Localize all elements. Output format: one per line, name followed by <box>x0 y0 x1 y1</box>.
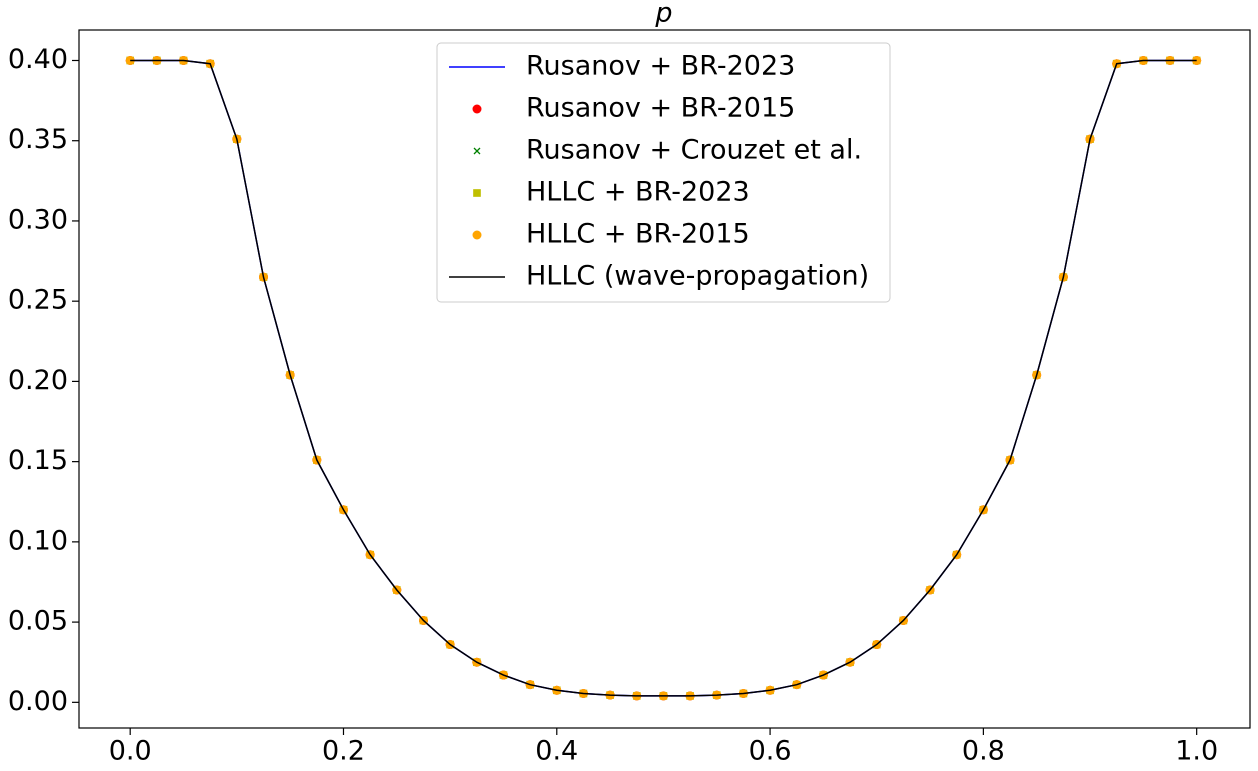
point <box>473 147 481 155</box>
y-tick-label: 0.05 <box>8 606 68 637</box>
y-tick-label: 0.25 <box>8 285 68 316</box>
point <box>473 189 481 197</box>
legend-label: HLLC (wave-propagation) <box>526 261 869 292</box>
x-tick-label: 0.6 <box>749 736 792 767</box>
point <box>472 104 482 114</box>
legend-label: Rusanov + Crouzet et al. <box>526 135 862 166</box>
legend: Rusanov + BR-2023 Rusanov + BR-2015 Rusano… <box>436 42 891 303</box>
x-tick-label: 0.8 <box>962 736 1005 767</box>
y-tick-label: 0.10 <box>8 525 68 556</box>
series-line <box>130 59 1197 697</box>
chart-title: p <box>654 0 672 29</box>
legend-label: Rusanov + BR-2015 <box>526 93 795 124</box>
legend-label: HLLC + BR-2023 <box>526 177 750 208</box>
y-tick-label: 0.20 <box>8 365 68 396</box>
y-tick-label: 0.35 <box>8 124 68 155</box>
plot-frame <box>78 29 1251 729</box>
y-tick-label: 0.40 <box>8 44 68 75</box>
y-tick-label: 0.30 <box>8 204 68 235</box>
x-tick-label: 1.0 <box>1175 736 1218 767</box>
legend-label: HLLC + BR-2015 <box>526 219 750 250</box>
legend-frame <box>436 42 891 303</box>
point <box>472 230 482 240</box>
legend-label: Rusanov + BR-2023 <box>526 51 795 82</box>
x-tick-label: 0.2 <box>322 736 365 767</box>
x-tick-label: 0.0 <box>109 736 152 767</box>
plot-area <box>125 55 1202 701</box>
y-tick-label: 0.00 <box>8 686 68 717</box>
x-tick-label: 0.4 <box>535 736 578 767</box>
y-tick-label: 0.15 <box>8 445 68 476</box>
